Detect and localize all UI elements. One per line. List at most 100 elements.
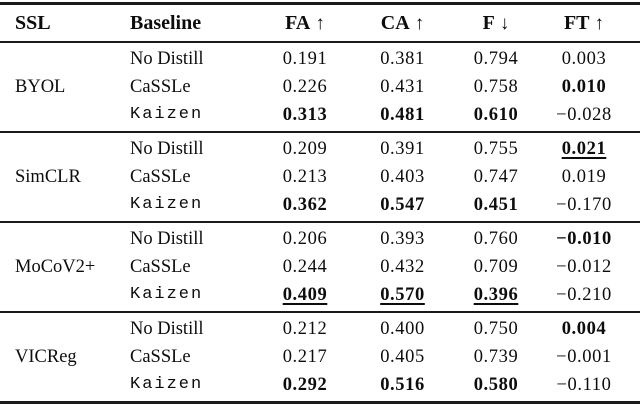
ssl-method-label: MoCoV2+ xyxy=(15,256,96,277)
metric-value: 0.570 xyxy=(380,285,425,305)
header-rule xyxy=(0,41,640,43)
metric-value: −0.012 xyxy=(556,257,612,277)
metric-value: 0.405 xyxy=(380,347,425,367)
baseline-label: Kaizen xyxy=(130,105,204,124)
metric-value: 0.381 xyxy=(380,49,425,69)
metric-value-cell: 0.292 xyxy=(255,371,355,399)
table-body: BYOL No Distill 0.191 0.381 0.794 0.003 CaSSLe… xyxy=(0,43,640,404)
metric-value-cell: 0.010 xyxy=(542,73,640,101)
metric-value-cell: −0.170 xyxy=(542,191,640,219)
col-header-ca: CA ↑ xyxy=(355,12,450,35)
col-header-fa-label: FA xyxy=(285,11,311,34)
baseline-label: Kaizen xyxy=(130,195,204,214)
metric-value-cell: 0.547 xyxy=(355,191,450,219)
metric-value-cell: −0.012 xyxy=(542,253,640,281)
ssl-group-byol: BYOL No Distill 0.191 0.381 0.794 0.003 CaSSLe… xyxy=(0,43,640,131)
metric-value-cell: 0.396 xyxy=(450,281,542,309)
metric-value: −0.210 xyxy=(556,285,612,305)
ssl-method-label: SimCLR xyxy=(15,166,81,187)
col-header-ca-label: CA xyxy=(380,11,410,34)
metric-value-cell: 0.516 xyxy=(355,371,450,399)
up-arrow-icon: ↑ xyxy=(594,12,605,34)
col-header-ssl-label: SSL xyxy=(15,11,51,34)
metric-value: 0.209 xyxy=(282,139,328,159)
col-header-ssl: SSL xyxy=(0,12,130,35)
col-header-baseline: Baseline xyxy=(130,12,255,35)
metric-value-cell: 0.217 xyxy=(255,343,355,371)
baseline-label: No Distill xyxy=(130,229,204,249)
col-header-f: F ↓ xyxy=(450,12,542,35)
metric-value-cell: 0.405 xyxy=(355,343,450,371)
down-arrow-icon: ↓ xyxy=(499,12,510,34)
metric-value-cell: 0.003 xyxy=(542,45,640,73)
metric-value: 0.516 xyxy=(380,375,425,395)
metric-value: 0.758 xyxy=(473,77,519,97)
metric-value-cell: 0.758 xyxy=(450,73,542,101)
metric-value: −0.170 xyxy=(556,195,612,215)
metric-value-cell: 0.794 xyxy=(450,45,542,73)
col-header-fa: FA ↑ xyxy=(255,12,355,35)
metric-value: 0.403 xyxy=(380,167,425,187)
metric-value-cell: 0.451 xyxy=(450,191,542,219)
metric-value: 0.292 xyxy=(282,375,328,395)
table-header-row: SSL Baseline FA ↑ CA ↑ F ↓ FT ↑ xyxy=(0,5,640,41)
ssl-method-label: VICReg xyxy=(15,346,77,367)
metric-value: −0.110 xyxy=(556,375,612,395)
metric-value: 0.019 xyxy=(561,167,607,187)
col-header-f-label: F xyxy=(482,11,495,34)
metric-value-cell: 0.750 xyxy=(450,315,542,343)
ssl-group-mocov2: MoCoV2+ No Distill 0.206 0.393 0.760 −0.010 Ca… xyxy=(0,223,640,311)
metric-value-cell: 0.381 xyxy=(355,45,450,73)
metric-value: 0.003 xyxy=(561,49,607,69)
metric-value: 0.244 xyxy=(282,257,328,277)
metric-value-cell: 0.739 xyxy=(450,343,542,371)
metric-value: −0.001 xyxy=(556,347,612,367)
col-header-ft-label: FT xyxy=(563,11,590,34)
metric-value: −0.028 xyxy=(556,105,612,125)
metric-value: 0.431 xyxy=(380,77,425,97)
metric-value-cell: 0.313 xyxy=(255,101,355,129)
metric-value: 0.313 xyxy=(282,105,328,125)
metric-value: 0.580 xyxy=(473,375,519,395)
metric-value-cell: 0.570 xyxy=(355,281,450,309)
metric-value: 0.206 xyxy=(282,229,328,249)
metric-value-cell: 0.244 xyxy=(255,253,355,281)
baseline-label: CaSSLe xyxy=(130,167,191,187)
metric-value-cell: −0.028 xyxy=(542,101,640,129)
baseline-label: No Distill xyxy=(130,49,204,69)
metric-value-cell: −0.001 xyxy=(542,343,640,371)
metric-value-cell: 0.747 xyxy=(450,163,542,191)
metric-value: 0.755 xyxy=(473,139,519,159)
metric-value-cell: −0.210 xyxy=(542,281,640,309)
metric-value: 0.021 xyxy=(561,139,607,159)
ssl-method-label: BYOL xyxy=(15,76,66,97)
metric-value-cell: 0.400 xyxy=(355,315,450,343)
metric-value: 0.010 xyxy=(561,77,607,97)
metric-value: 0.750 xyxy=(473,319,519,339)
metric-value-cell: 0.432 xyxy=(355,253,450,281)
baseline-label: Kaizen xyxy=(130,285,204,304)
metric-value-cell: 0.709 xyxy=(450,253,542,281)
metric-value: 0.794 xyxy=(473,49,519,69)
metric-value: 0.217 xyxy=(282,347,328,367)
metric-value-cell: 0.610 xyxy=(450,101,542,129)
metric-value-cell: 0.226 xyxy=(255,73,355,101)
metric-value-cell: 0.209 xyxy=(255,135,355,163)
metric-value: −0.010 xyxy=(556,229,612,249)
baseline-label: CaSSLe xyxy=(130,347,191,367)
metric-value-cell: 0.431 xyxy=(355,73,450,101)
metric-value-cell: 0.409 xyxy=(255,281,355,309)
metric-value: 0.610 xyxy=(473,105,519,125)
metric-value: 0.396 xyxy=(473,285,519,305)
metric-value-cell: 0.362 xyxy=(255,191,355,219)
metric-value: 0.760 xyxy=(473,229,519,249)
metric-value-cell: 0.580 xyxy=(450,371,542,399)
metric-value-cell: 0.481 xyxy=(355,101,450,129)
metric-value: 0.432 xyxy=(380,257,425,277)
metric-value: 0.409 xyxy=(282,285,328,305)
metric-value: 0.004 xyxy=(561,319,607,339)
up-arrow-icon: ↑ xyxy=(414,12,425,34)
metric-value: 0.212 xyxy=(282,319,328,339)
ssl-group-simclr: SimCLR No Distill 0.209 0.391 0.755 0.021 CaSS… xyxy=(0,133,640,221)
